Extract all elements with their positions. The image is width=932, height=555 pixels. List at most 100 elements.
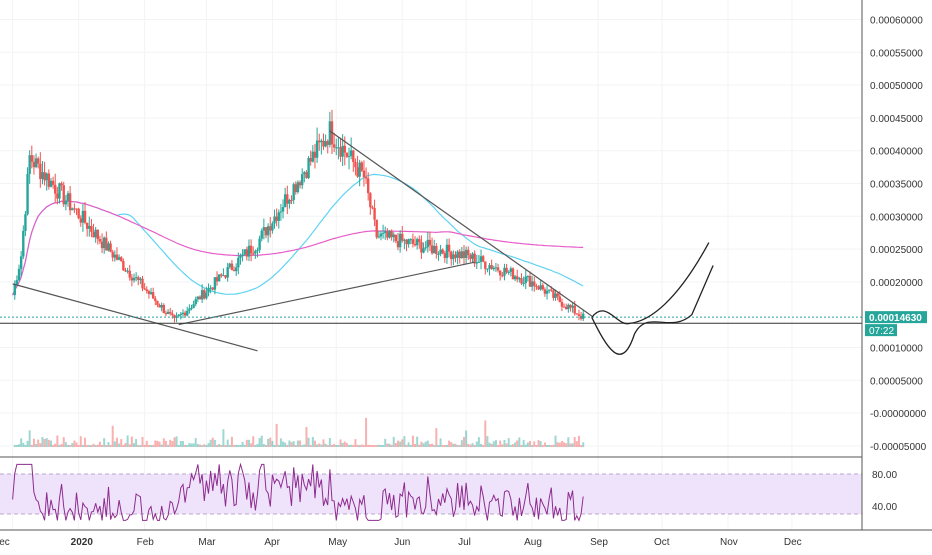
candle-body bbox=[464, 249, 468, 258]
candle-body bbox=[394, 234, 398, 242]
moving-averages bbox=[12, 173, 584, 296]
volume-bar bbox=[69, 445, 72, 447]
volume-bar bbox=[573, 437, 576, 447]
drawn-trendlines[interactable] bbox=[0, 130, 862, 355]
candle-body bbox=[341, 145, 344, 157]
volume-bar bbox=[226, 439, 229, 447]
candle-body bbox=[130, 277, 134, 281]
time-tick-label: Feb bbox=[137, 537, 155, 548]
candle-body bbox=[77, 208, 80, 219]
candle-body bbox=[458, 251, 461, 259]
candle-body bbox=[79, 218, 82, 223]
candle-body bbox=[558, 296, 562, 302]
volume-bar bbox=[247, 439, 250, 447]
candle-body bbox=[98, 239, 102, 242]
candle-body bbox=[94, 229, 97, 238]
candle-body bbox=[162, 304, 166, 314]
candle-body bbox=[252, 253, 255, 255]
volume-bar bbox=[492, 441, 495, 447]
volume-bar bbox=[516, 440, 519, 447]
candle-body bbox=[211, 287, 214, 290]
volume-bar bbox=[477, 437, 480, 447]
volume-bar bbox=[316, 444, 319, 447]
candle-body bbox=[537, 286, 540, 290]
volume-bar bbox=[373, 445, 376, 447]
candle-body bbox=[266, 226, 270, 236]
candle-body bbox=[305, 172, 308, 178]
candle-body bbox=[13, 284, 16, 296]
volume-bar bbox=[411, 435, 414, 447]
volume-bar bbox=[260, 435, 263, 447]
volume-bar bbox=[24, 445, 27, 447]
candle-body bbox=[352, 150, 355, 162]
candle-body bbox=[362, 170, 366, 177]
volume-bar bbox=[109, 444, 112, 447]
price-tick-label: 0.00045000 bbox=[870, 114, 923, 125]
volume-bar bbox=[511, 444, 514, 447]
price-tick-label: 0.00030000 bbox=[870, 212, 923, 223]
volume-bar bbox=[277, 444, 280, 447]
volume-bar bbox=[348, 445, 351, 447]
volume-bar bbox=[107, 442, 110, 447]
candle-body bbox=[83, 210, 87, 223]
candle-body bbox=[273, 216, 276, 224]
volume-bar bbox=[147, 445, 150, 447]
volume-bar bbox=[392, 436, 395, 447]
volume-bar bbox=[403, 436, 406, 447]
volume-bar bbox=[350, 444, 353, 447]
volume-bar bbox=[386, 443, 389, 447]
candle-body bbox=[447, 244, 451, 252]
candle-body bbox=[526, 276, 530, 278]
candle-body bbox=[539, 285, 542, 290]
volume-bar bbox=[216, 445, 219, 447]
candle-body bbox=[245, 249, 249, 257]
candle-body bbox=[22, 230, 25, 257]
candle-body bbox=[275, 216, 278, 221]
candle-body bbox=[60, 183, 63, 186]
candle-body bbox=[371, 207, 374, 209]
volume-bar bbox=[54, 443, 57, 447]
candle-body bbox=[324, 141, 327, 147]
candle-body bbox=[28, 155, 31, 174]
candle-body bbox=[15, 280, 19, 285]
candle-body bbox=[401, 233, 404, 241]
candle-body bbox=[479, 256, 483, 262]
volume-bar bbox=[90, 444, 93, 447]
volume-bar bbox=[86, 445, 89, 447]
volume-bar bbox=[563, 442, 566, 447]
volume-bar bbox=[307, 437, 310, 447]
ma-long-line bbox=[12, 200, 584, 296]
candle-body bbox=[200, 290, 204, 300]
volume-bar bbox=[448, 440, 451, 447]
volume-bar bbox=[367, 444, 370, 447]
candle-body bbox=[228, 263, 232, 268]
candle-body bbox=[88, 225, 91, 229]
volume-bar bbox=[409, 444, 412, 447]
candle-body bbox=[332, 144, 336, 148]
time-tick-label: Mar bbox=[198, 537, 216, 548]
candle-body bbox=[237, 257, 240, 268]
volume-bar bbox=[62, 437, 65, 447]
candle-body bbox=[109, 243, 112, 252]
volume-bar bbox=[441, 445, 444, 447]
candle-body bbox=[369, 193, 372, 208]
volume-bar bbox=[64, 442, 67, 447]
volume-bar bbox=[450, 442, 453, 447]
candle-body bbox=[71, 208, 74, 211]
candle-body bbox=[422, 248, 425, 253]
candle-body bbox=[496, 267, 500, 271]
volume-bar bbox=[360, 444, 363, 447]
candle-body bbox=[36, 158, 40, 164]
candle-body bbox=[494, 267, 498, 269]
volume-bar bbox=[301, 445, 304, 447]
volume-bar bbox=[580, 444, 583, 447]
candle-body bbox=[288, 199, 291, 204]
candle-body bbox=[183, 312, 187, 316]
current-price-label: 0.00014630 bbox=[869, 313, 922, 324]
candle-body bbox=[409, 239, 412, 241]
volume-bar bbox=[84, 437, 87, 447]
volume-bar bbox=[309, 444, 312, 447]
volume-tick-label: -0.00000000 bbox=[870, 409, 927, 420]
